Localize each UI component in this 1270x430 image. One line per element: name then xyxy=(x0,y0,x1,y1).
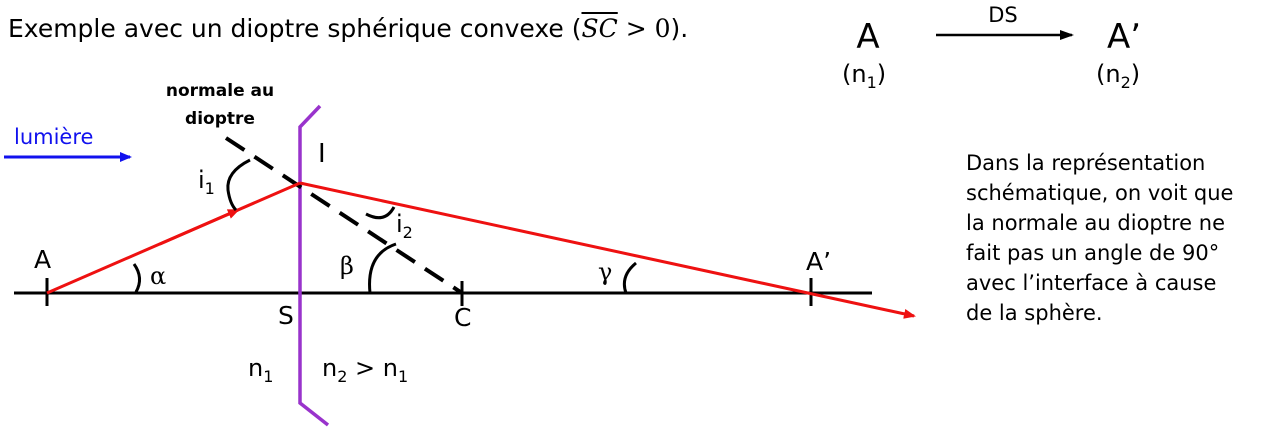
title: Exemple avec un dioptre sphérique convex… xyxy=(8,14,688,43)
label-i2: i2 xyxy=(396,210,413,242)
description: Dans la représentation schématique, on v… xyxy=(966,151,1234,325)
arc-gamma xyxy=(622,261,637,294)
label-C: C xyxy=(454,303,471,332)
light-label: lumière xyxy=(14,125,93,149)
mapping-arrow-label: DS xyxy=(988,3,1018,27)
label-I: I xyxy=(318,139,326,169)
label-gamma: γ xyxy=(598,258,612,286)
mapping-object-A: A xyxy=(856,17,879,57)
label-A-prime: A’ xyxy=(806,247,831,276)
label-n2-relation: n2 > n1 xyxy=(322,354,408,386)
label-i1: i1 xyxy=(198,166,215,198)
label-alpha: α xyxy=(150,262,166,290)
normal-line xyxy=(224,136,464,295)
arc-beta xyxy=(368,242,397,294)
title-SC: SC xyxy=(581,14,618,43)
arc-i2 xyxy=(365,206,396,220)
title-suffix: ). xyxy=(670,14,689,43)
mapping-image-A-prime: A’ xyxy=(1107,17,1141,57)
arc-i1 xyxy=(226,158,251,212)
title-prefix: Exemple avec un dioptre sphérique convex… xyxy=(8,14,582,43)
interface-line xyxy=(298,104,330,427)
normal-label-line2: dioptre xyxy=(185,109,255,129)
title-op: > 0 xyxy=(617,14,671,43)
refracted-ray xyxy=(299,181,916,319)
arc-alpha xyxy=(132,263,141,293)
label-S: S xyxy=(278,301,294,330)
incident-ray-arrow xyxy=(159,208,240,246)
normal-label-line1: normale au xyxy=(166,81,274,101)
mapping-image-index: (n2) xyxy=(1096,60,1140,92)
label-beta: β xyxy=(340,252,354,280)
mapping-object-index: (n1) xyxy=(842,60,886,92)
label-n1: n1 xyxy=(248,354,273,386)
label-A: A xyxy=(34,245,51,274)
